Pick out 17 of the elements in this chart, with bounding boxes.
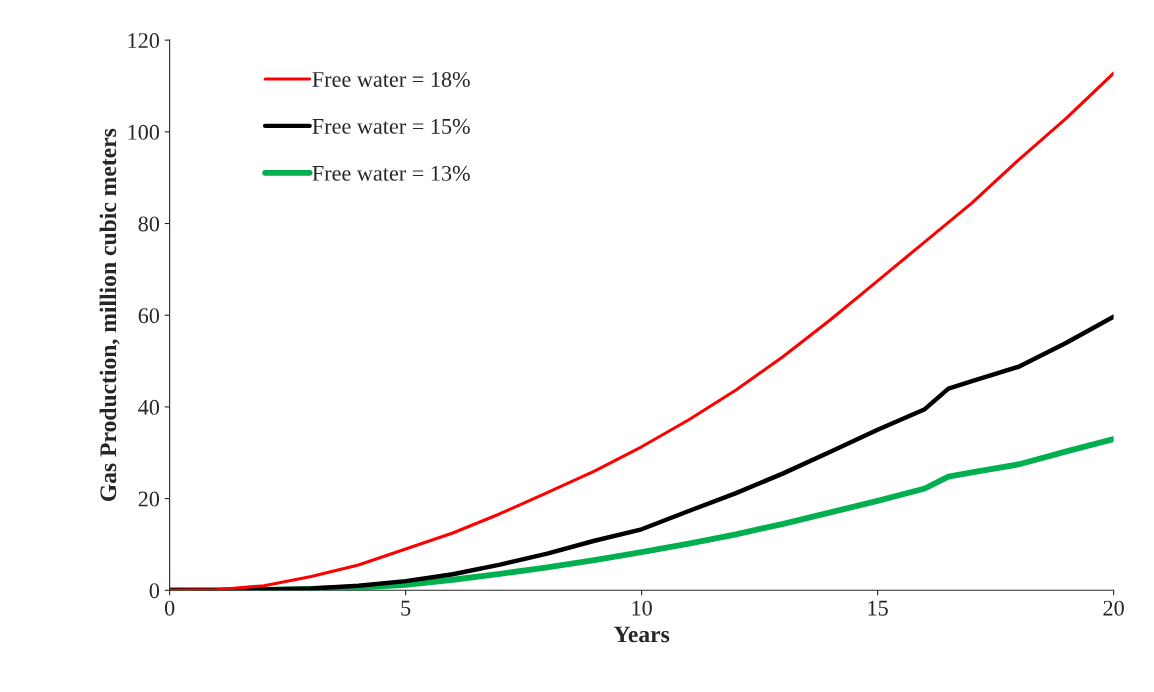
y-tick-label: 120: [128, 33, 160, 49]
y-tick-label: 0: [149, 583, 160, 599]
y-tick-label: 60: [138, 308, 160, 324]
legend-label: Free water = 15%: [312, 118, 470, 134]
y-tick-label: 40: [138, 399, 160, 415]
y-axis-title: Gas Production, million cubic meters: [99, 128, 120, 502]
y-tick-label: 100: [128, 124, 160, 140]
y-tick-label: 80: [138, 216, 160, 232]
x-tick-label: 0: [164, 600, 175, 616]
x-tick-label: 15: [868, 600, 888, 616]
legend-label: Free water = 18%: [312, 71, 470, 87]
legend-label: Free water = 13%: [312, 165, 470, 181]
x-tick-label: 20: [1103, 600, 1124, 616]
x-tick-label: 5: [401, 600, 411, 616]
x-tick-label: 10: [632, 600, 652, 616]
y-tick-label: 20: [138, 491, 160, 507]
x-axis-title: Years: [613, 626, 670, 643]
